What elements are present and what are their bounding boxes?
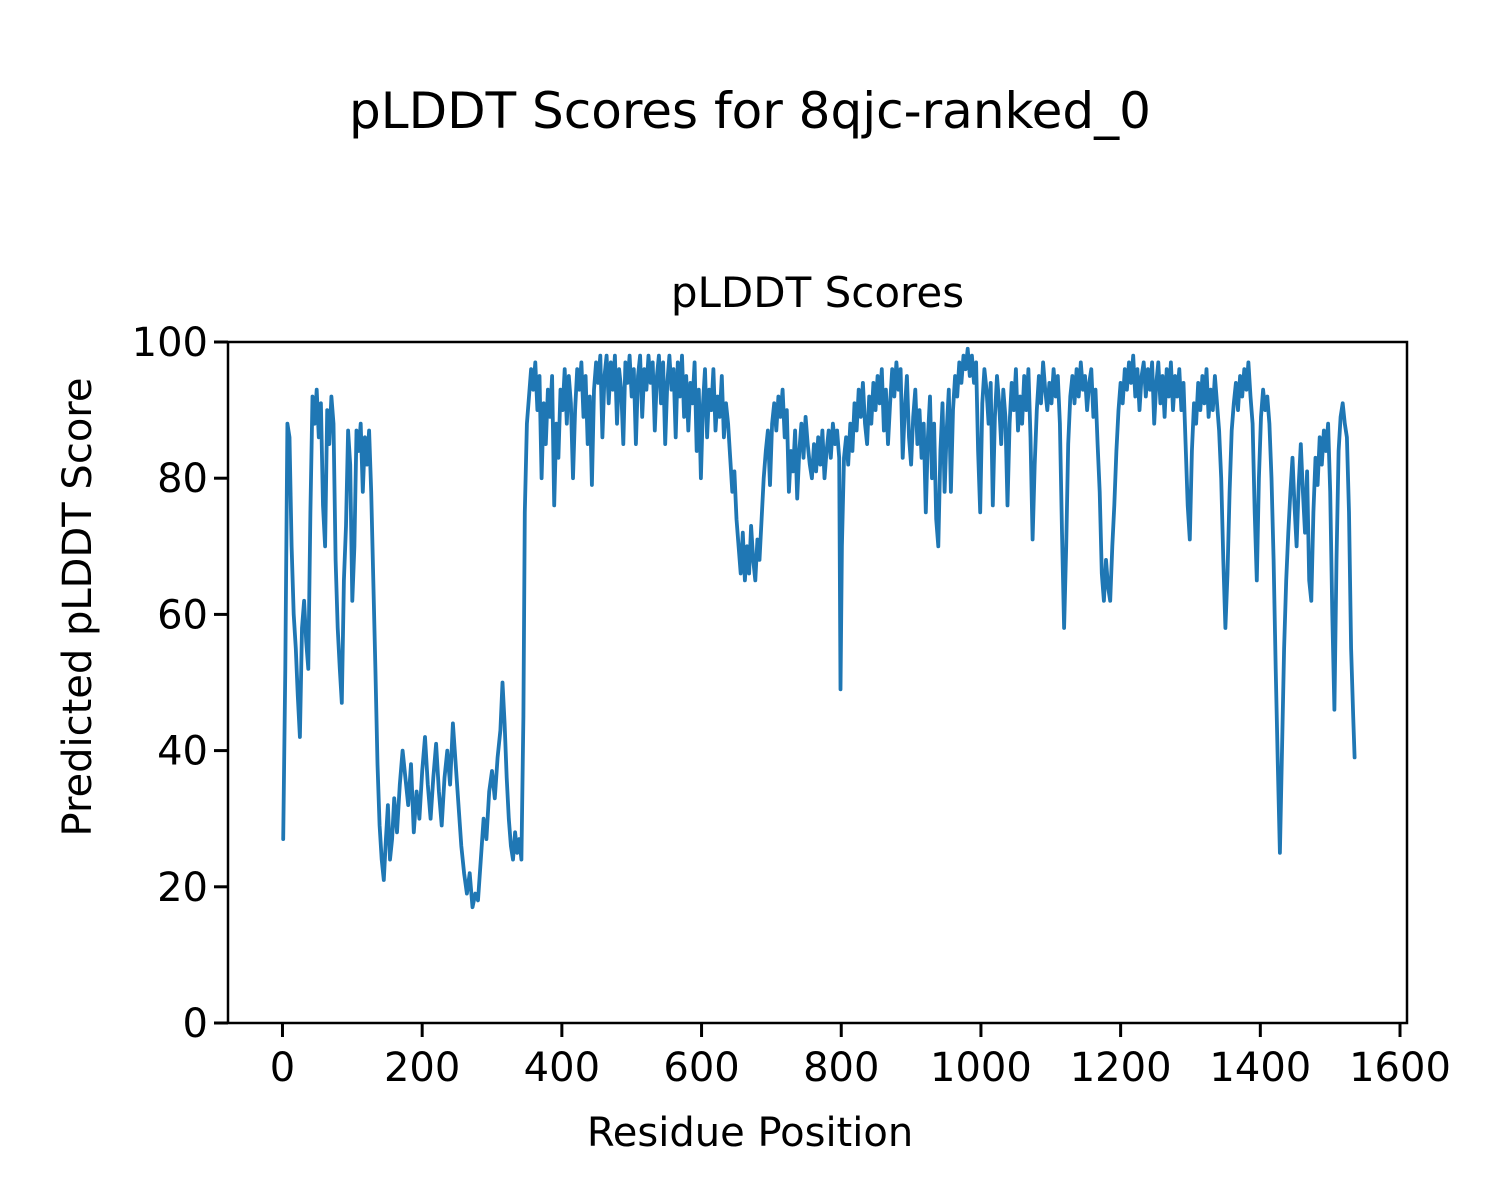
y-tick-label: 20: [157, 865, 208, 911]
y-tick-label: 60: [157, 592, 208, 638]
x-tick-label: 200: [384, 1045, 460, 1091]
x-tick-label: 1400: [1209, 1045, 1311, 1091]
y-tick-label: 100: [132, 320, 208, 366]
axes-title: pLDDT Scores: [670, 268, 965, 317]
x-tick-label: 0: [270, 1045, 295, 1091]
y-tick-label: 0: [183, 1001, 208, 1047]
figure-suptitle: pLDDT Scores for 8qjc-ranked_0: [348, 82, 1151, 140]
plddt-line: [281, 346, 1357, 910]
x-tick-label: 800: [803, 1045, 879, 1091]
x-tick-label: 400: [524, 1045, 600, 1091]
x-tick-label: 1200: [1070, 1045, 1172, 1091]
plot-frame: [226, 340, 1409, 1025]
y-tick-label: 40: [157, 729, 208, 775]
x-axis-label: Residue Position: [586, 1110, 914, 1156]
y-tick-label: 80: [157, 456, 208, 502]
x-tick-label: 1600: [1349, 1045, 1451, 1091]
x-tick-label: 1000: [930, 1045, 1032, 1091]
x-tick-label: 600: [663, 1045, 739, 1091]
